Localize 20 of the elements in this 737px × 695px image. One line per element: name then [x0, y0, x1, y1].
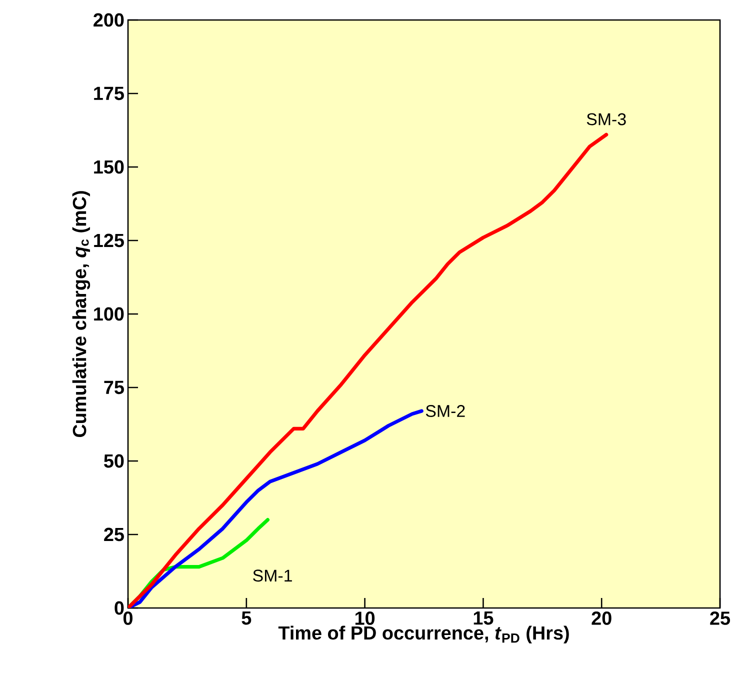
x-tick-label: 20: [592, 612, 612, 625]
series-label: SM-3: [586, 113, 626, 126]
y-tick-label: 125: [94, 234, 124, 248]
y-tick-label: 100: [94, 307, 124, 321]
series-label: SM-1: [253, 570, 292, 582]
y-axis-title: Cumulative charge, q$_{c}$ (mC): [72, 191, 90, 438]
x-axis-title: Time of PD occurrence, t$_{PD}$ (Hrs): [278, 626, 569, 644]
y-tick-label: 200: [94, 13, 124, 27]
y-tick-label: 25: [104, 528, 124, 542]
x-tick-label: 0: [123, 612, 132, 625]
y-tick-label: 50: [104, 454, 124, 468]
y-tick-label: 0: [114, 601, 124, 615]
y-tick-label: 175: [94, 86, 124, 100]
x-tick-label: 15: [474, 612, 494, 625]
x-tick-label: 10: [355, 612, 375, 625]
y-tick-label: 75: [104, 380, 124, 394]
x-tick-label: 5: [242, 612, 252, 625]
series-label: SM-2: [426, 405, 465, 418]
x-tick-label: 25: [710, 612, 730, 625]
y-tick-label: 150: [94, 160, 124, 174]
